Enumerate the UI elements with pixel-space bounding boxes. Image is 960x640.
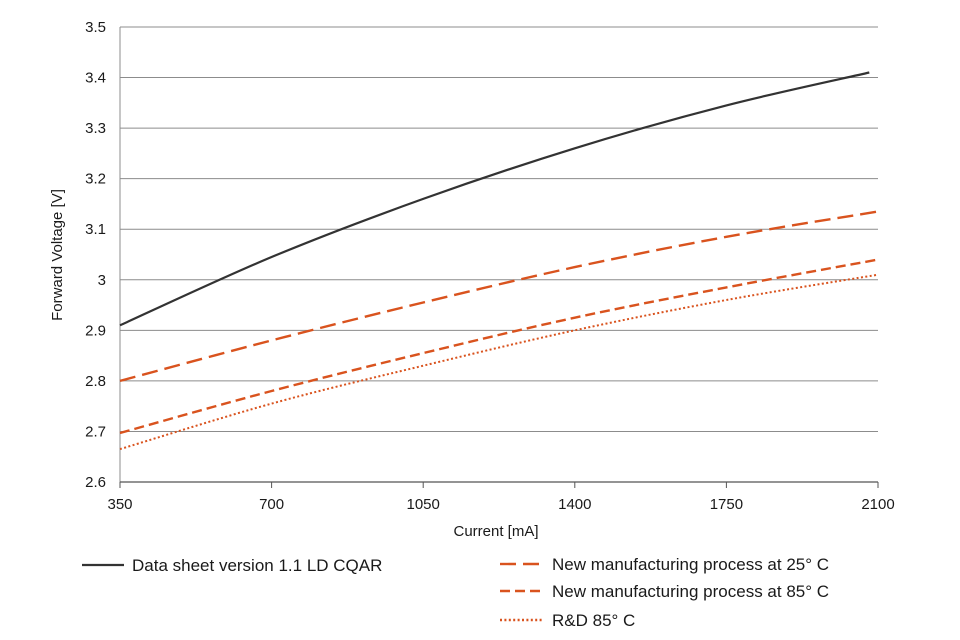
series-line-4 (119, 273, 879, 451)
tick-labels: 2.6 2.7 2.8 2.9 3 3.1 3.2 3.3 3.4 3.5 350 700 1050 14… (85, 19, 895, 513)
y-tick-label: 3 (98, 272, 106, 289)
x-tick-label: 1400 (558, 496, 591, 513)
y-tick-label: 3.1 (85, 221, 106, 238)
y-tick-label: 2.9 (85, 322, 106, 339)
x-axis-title: Current [mA] (453, 523, 538, 540)
y-tick-label: 3.2 (85, 171, 106, 188)
x-tick-label: 2100 (861, 496, 894, 513)
series-lines (119, 71, 879, 451)
y-tick-label: 3.4 (85, 70, 106, 87)
legend-label-2: New manufacturing process at 25° C (552, 555, 829, 574)
legend-label-4: R&D 85° C (552, 611, 635, 630)
grid-lines (120, 26, 878, 483)
x-tick-label: 1050 (407, 496, 440, 513)
y-tick-label: 2.6 (85, 474, 106, 491)
series-line-2 (119, 210, 879, 383)
y-tick-label: 3.3 (85, 120, 106, 137)
legend-label-1: Data sheet version 1.1 LD CQAR (132, 556, 382, 575)
legend-label-3: New manufacturing process at 85° C (552, 582, 829, 601)
y-axis-title: Forward Voltage [V] (49, 189, 66, 321)
x-tick-label: 700 (259, 496, 284, 513)
x-tick-label: 1750 (710, 496, 743, 513)
axes (119, 27, 879, 488)
series-line-1 (119, 71, 870, 327)
y-tick-label: 3.5 (85, 19, 106, 36)
x-tick-label: 350 (107, 496, 132, 513)
series-line-3 (119, 258, 879, 435)
y-tick-label: 2.7 (85, 423, 106, 440)
y-tick-label: 2.8 (85, 373, 106, 390)
legend: Data sheet version 1.1 LD CQAR New manufa… (82, 555, 829, 630)
